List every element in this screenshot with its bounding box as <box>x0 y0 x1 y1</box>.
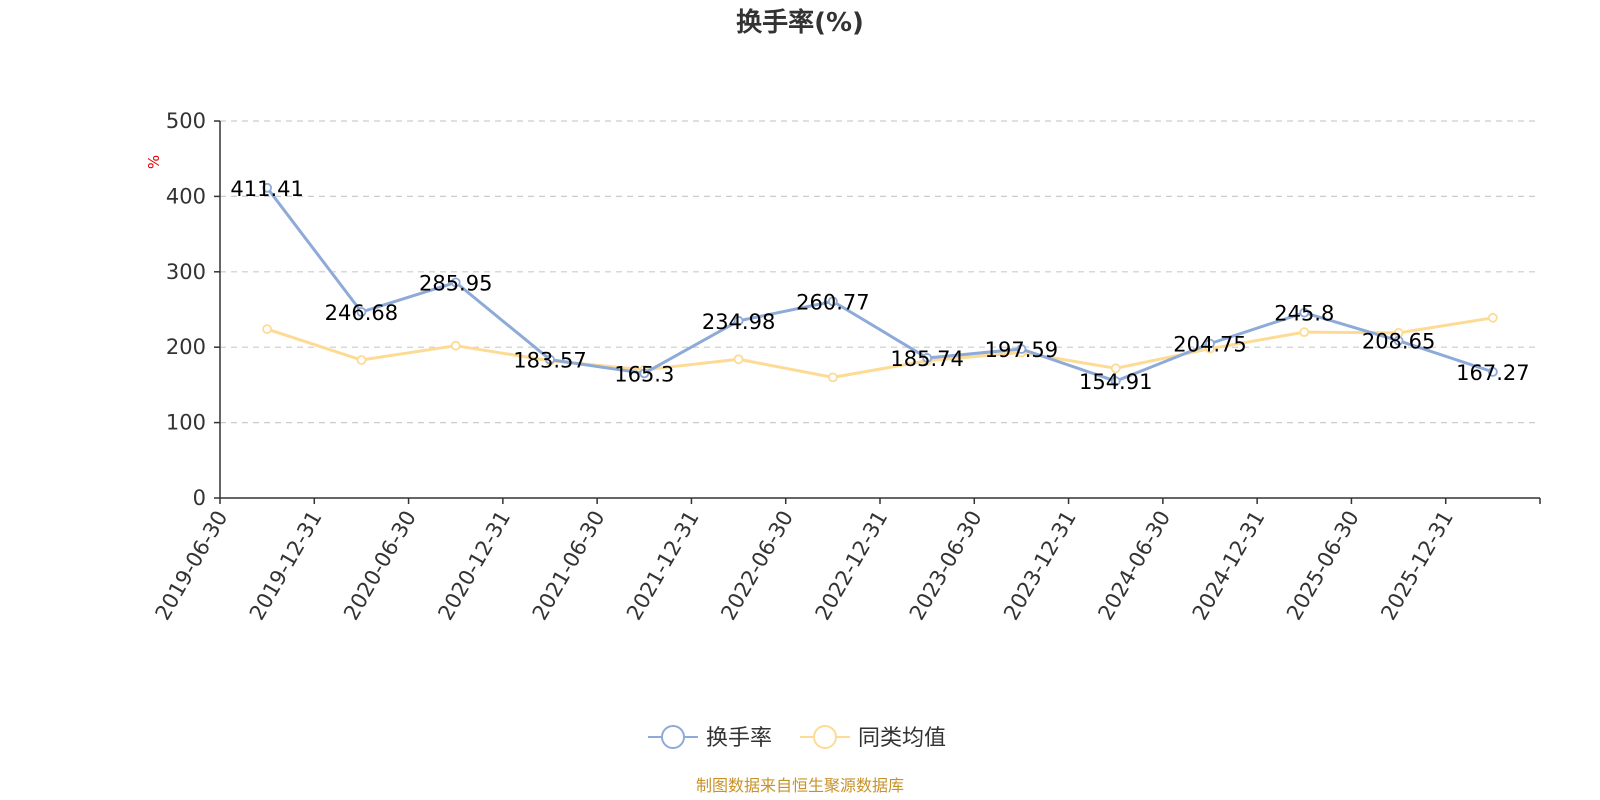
data-point <box>639 368 650 379</box>
chart-title: 换手率(%) <box>736 7 864 38</box>
x-tick-label: 2019-06-30 <box>151 507 233 625</box>
series-line <box>266 316 1494 379</box>
data-label: 165.3 <box>614 362 674 386</box>
y-tick-label: 500 <box>166 109 206 133</box>
data-label: 260.77 <box>796 290 869 314</box>
x-tick-label: 2023-12-31 <box>999 507 1081 625</box>
data-label: 285.95 <box>419 271 492 295</box>
series-line <box>265 186 1494 383</box>
data-label: 185.74 <box>890 347 963 371</box>
y-tick-label: 200 <box>166 335 206 359</box>
data-point <box>733 354 744 365</box>
legend-item[interactable]: 换手率 <box>648 725 772 751</box>
x-tick-label: 2021-12-31 <box>622 507 704 625</box>
data-point <box>262 324 273 335</box>
x-tick-label: 2019-12-31 <box>245 507 327 625</box>
data-point <box>922 353 933 363</box>
x-tick-label: 2020-06-30 <box>339 507 421 625</box>
data-label: 234.98 <box>702 310 775 334</box>
y-axis-ticks: 0 100 200 300 400 500 <box>166 109 220 510</box>
data-point <box>262 182 273 193</box>
data-label: 197.59 <box>985 338 1058 362</box>
data-point <box>1016 344 1027 354</box>
y-tick-label: 0 <box>193 486 206 510</box>
x-axis-ticks: 2019-06-30 2019-12-31 2020-06-30 2020-12-31… <box>151 498 1541 625</box>
data-point <box>1110 376 1121 387</box>
data-point <box>450 277 461 288</box>
data-point <box>1487 366 1498 377</box>
x-tick-label: 2025-06-30 <box>1282 507 1364 625</box>
legend-label: 同类均值 <box>858 726 946 751</box>
y-tick-label: 100 <box>166 411 206 435</box>
data-label: 154.91 <box>1079 370 1152 394</box>
x-tick-label: 2024-12-31 <box>1188 507 1270 625</box>
x-tick-label: 2020-12-31 <box>433 507 515 625</box>
x-tick-label: 2022-12-31 <box>811 507 893 625</box>
data-label: 246.68 <box>325 301 398 325</box>
series-group <box>262 182 1498 387</box>
legend[interactable]: 换手率 同类均值 <box>648 725 946 751</box>
x-tick-label: 2024-06-30 <box>1093 507 1175 625</box>
legend-marker-icon <box>813 725 837 749</box>
legend-label: 换手率 <box>706 726 772 751</box>
data-label: 208.65 <box>1362 330 1435 354</box>
legend-item[interactable]: 同类均值 <box>800 725 946 751</box>
source-note: 制图数据来自恒生聚源数据库 <box>696 776 904 795</box>
data-point <box>1205 338 1215 349</box>
axes <box>219 121 1540 499</box>
data-point <box>1487 312 1498 323</box>
y-axis-unit: % <box>145 155 163 169</box>
data-point <box>1299 327 1310 338</box>
x-tick-label: 2023-06-30 <box>905 507 987 625</box>
data-point <box>356 307 367 317</box>
data-label: 245.8 <box>1274 302 1334 326</box>
data-label: 183.57 <box>513 349 586 373</box>
data-label: 411.41 <box>230 177 303 201</box>
data-label: 167.27 <box>1456 361 1529 385</box>
data-point <box>827 372 838 383</box>
data-point <box>1110 363 1121 374</box>
data-point <box>545 354 555 365</box>
y-tick-label: 300 <box>166 260 206 284</box>
x-tick-label: 2022-06-30 <box>716 507 798 625</box>
data-label: 204.75 <box>1173 333 1246 357</box>
data-point <box>827 296 838 307</box>
x-tick-label: 2025-12-31 <box>1376 507 1458 625</box>
x-tick-label: 2021-06-30 <box>528 507 610 625</box>
data-point <box>1393 335 1404 346</box>
data-point <box>733 315 744 326</box>
legend-marker-icon <box>661 725 685 749</box>
data-point <box>356 355 367 365</box>
data-labels: 411.41 246.68 285.95 183.57 165.3 234.98 260.7… <box>230 177 1529 394</box>
data-point <box>1299 307 1310 318</box>
y-tick-label: 400 <box>166 184 206 208</box>
data-point <box>450 340 461 351</box>
